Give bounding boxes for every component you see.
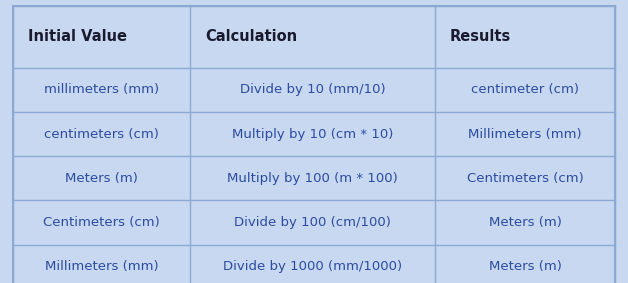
Text: Centimeters (cm): Centimeters (cm): [467, 172, 583, 185]
Text: millimeters (mm): millimeters (mm): [44, 83, 159, 97]
Text: Divide by 1000 (mm/1000): Divide by 1000 (mm/1000): [223, 260, 402, 273]
Text: centimeters (cm): centimeters (cm): [44, 128, 159, 141]
Text: Meters (m): Meters (m): [489, 216, 561, 229]
Text: Multiply by 10 (cm * 10): Multiply by 10 (cm * 10): [232, 128, 393, 141]
Text: Meters (m): Meters (m): [489, 260, 561, 273]
Text: Centimeters (cm): Centimeters (cm): [43, 216, 160, 229]
Text: Multiply by 100 (m * 100): Multiply by 100 (m * 100): [227, 172, 398, 185]
Text: Millimeters (mm): Millimeters (mm): [45, 260, 158, 273]
Text: Divide by 100 (cm/100): Divide by 100 (cm/100): [234, 216, 391, 229]
Text: Meters (m): Meters (m): [65, 172, 138, 185]
Text: Results: Results: [450, 29, 511, 44]
Text: Initial Value: Initial Value: [28, 29, 127, 44]
Text: centimeter (cm): centimeter (cm): [471, 83, 579, 97]
Text: Calculation: Calculation: [206, 29, 298, 44]
Text: Millimeters (mm): Millimeters (mm): [468, 128, 582, 141]
Text: Divide by 10 (mm/10): Divide by 10 (mm/10): [240, 83, 386, 97]
